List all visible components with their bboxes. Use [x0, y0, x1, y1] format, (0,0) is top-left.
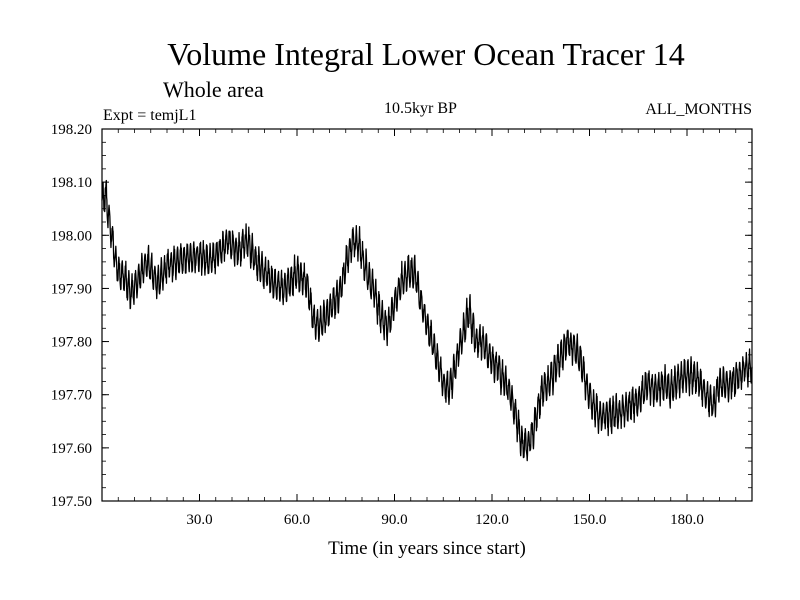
chart-title: Volume Integral Lower Ocean Tracer 14: [167, 36, 684, 72]
plot-frame: [101, 128, 753, 502]
y-tick-label: 197.50: [51, 494, 92, 510]
expt-label: Expt = temjL1: [103, 107, 196, 124]
series-line: [101, 179, 753, 462]
y-tick-label: 197.70: [51, 388, 92, 404]
months-label: ALL_MONTHS: [645, 101, 752, 118]
y-tick-label: 198.00: [51, 228, 92, 244]
x-axis-label: Time (in years since start): [328, 538, 526, 559]
y-tick-label: 198.10: [51, 175, 92, 191]
x-tick-label: 150.0: [573, 512, 607, 528]
x-axis: 30.0 60.0 90.0 120.0 150.0 180.0: [117, 129, 737, 528]
x-tick-label: 180.0: [670, 512, 704, 528]
y-tick-label: 197.60: [51, 441, 92, 457]
period-label: 10.5kyr BP: [384, 100, 457, 117]
y-tick-label: 197.90: [51, 281, 92, 297]
x-tick-label: 120.0: [475, 512, 509, 528]
x-tick-label: 90.0: [381, 512, 407, 528]
y-tick-label: 198.20: [51, 122, 92, 138]
x-tick-label: 60.0: [284, 512, 310, 528]
x-tick-label: 30.0: [186, 512, 212, 528]
chart-subtitle: Whole area: [163, 77, 264, 102]
y-axis: 197.50 197.60 197.70 197.80 197.90 198.00 198.…: [51, 122, 752, 510]
y-tick-label: 197.80: [51, 335, 92, 351]
